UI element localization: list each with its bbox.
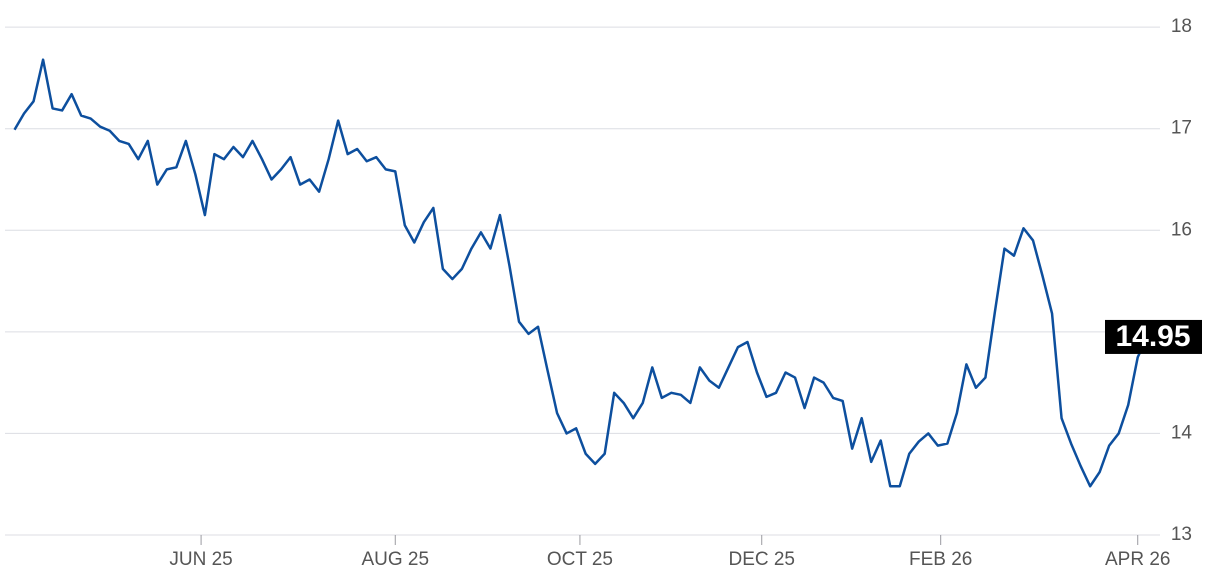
last-value-label: 14.95 xyxy=(1115,320,1190,353)
x-tick-label: DEC 25 xyxy=(728,549,795,570)
y-tick-label: 16 xyxy=(1171,219,1192,240)
y-tick-label: 14 xyxy=(1171,422,1193,443)
y-tick-label: 13 xyxy=(1171,524,1192,545)
x-tick-label: AUG 25 xyxy=(361,549,429,570)
y-tick-label: 17 xyxy=(1171,118,1192,139)
last-value-box xyxy=(1105,319,1202,354)
x-tick-label: FEB 26 xyxy=(909,549,972,570)
x-tick-label: APR 26 xyxy=(1105,549,1170,570)
x-tick-label: JUN 25 xyxy=(169,549,232,570)
y-tick-label: 18 xyxy=(1171,16,1192,37)
x-tick-label: OCT 25 xyxy=(547,549,613,570)
price-line xyxy=(13,58,1149,488)
